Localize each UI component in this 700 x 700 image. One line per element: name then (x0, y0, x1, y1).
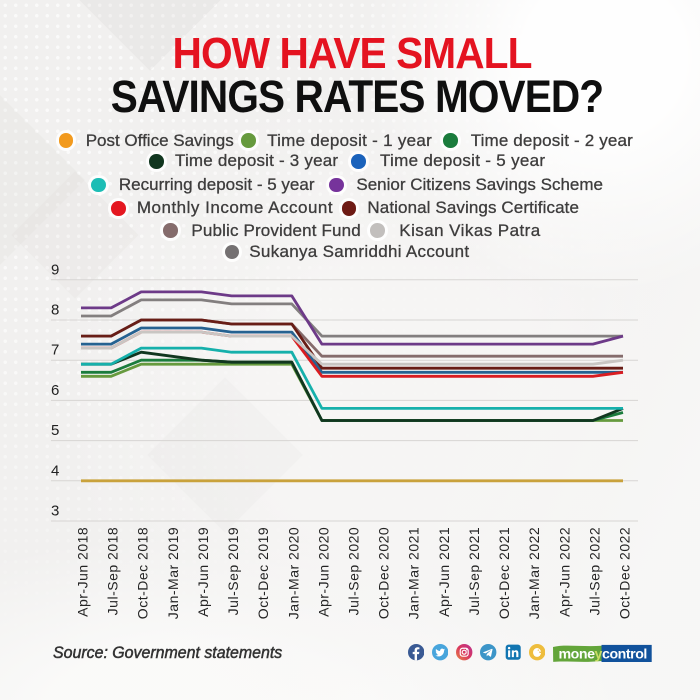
svg-text:Oct-Dec 2021: Oct-Dec 2021 (496, 527, 512, 619)
svg-text:6: 6 (51, 382, 59, 399)
svg-text:Apr-Jun 2020: Apr-Jun 2020 (315, 527, 331, 617)
svg-text:4: 4 (51, 462, 59, 479)
svg-text:Apr-Jun 2019: Apr-Jun 2019 (195, 527, 211, 617)
svg-text:Oct-Dec 2022: Oct-Dec 2022 (617, 527, 633, 619)
svg-text:3: 3 (51, 503, 59, 520)
svg-text:Jul-Sep 2021: Jul-Sep 2021 (466, 527, 482, 616)
svg-text:Apr-Jun 2021: Apr-Jun 2021 (436, 527, 452, 617)
svg-text:5: 5 (51, 422, 59, 439)
svg-text:Oct-Dec 2020: Oct-Dec 2020 (376, 527, 392, 619)
svg-text:Jul-Sep 2018: Jul-Sep 2018 (105, 527, 121, 616)
svg-text:Jan-Mar 2022: Jan-Mar 2022 (526, 527, 542, 619)
svg-text:Jan-Mar 2021: Jan-Mar 2021 (406, 527, 422, 619)
svg-text:Jul-Sep 2020: Jul-Sep 2020 (346, 527, 362, 616)
svg-text:Apr-Jun 2018: Apr-Jun 2018 (75, 527, 91, 617)
svg-text:Jul-Sep 2022: Jul-Sep 2022 (586, 527, 602, 616)
svg-text:Jul-Sep 2019: Jul-Sep 2019 (225, 527, 241, 616)
svg-text:moneycontrol: moneycontrol (559, 646, 647, 662)
svg-text:Apr-Jun 2022: Apr-Jun 2022 (556, 527, 572, 617)
svg-text:7: 7 (51, 342, 59, 359)
svg-text:Oct-Dec 2018: Oct-Dec 2018 (135, 527, 151, 619)
svg-text:8: 8 (51, 302, 59, 319)
svg-text:Jan-Mar 2019: Jan-Mar 2019 (165, 527, 181, 619)
svg-text:9: 9 (51, 261, 59, 278)
svg-text:Jan-Mar 2020: Jan-Mar 2020 (285, 527, 301, 619)
svg-text:Oct-Dec 2019: Oct-Dec 2019 (255, 527, 271, 619)
